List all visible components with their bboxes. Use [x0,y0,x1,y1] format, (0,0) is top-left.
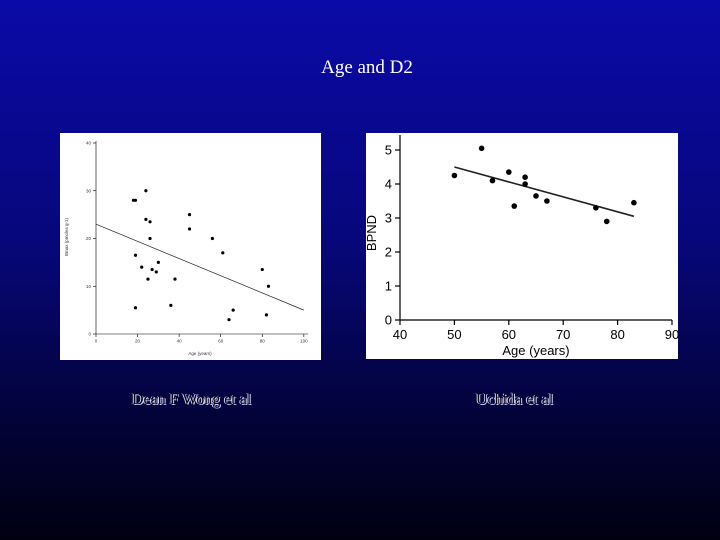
data-point [522,181,528,187]
data-point [148,236,152,241]
uchida-chart-panel: 0 1 2 3 4 5 40 50 60 70 80 90 Age (years) BPND [366,133,678,359]
y-tick-label: 2 [385,245,392,260]
x-axis-label: Age (years) [188,351,212,356]
data-point [231,308,235,312]
y-tick-label: 20 [86,236,92,241]
x-tick-label: 40 [177,339,183,344]
regression-line [95,223,304,311]
data-point [150,267,154,272]
data-point [210,236,214,241]
y-tick-label: 40 [86,141,92,146]
data-point [489,177,496,184]
data-point [221,251,225,255]
wong-scatter-chart: 0 10 20 30 40 0 20 40 60 80 100 Age (years) Bmax (pm… [64,141,308,356]
data-point [266,284,271,288]
y-axis-label: BPND [366,215,379,251]
y-tick-label: 30 [86,188,92,193]
y-tick-label: 5 [385,143,392,158]
x-tick-label: 20 [135,339,141,344]
data-point [169,303,173,307]
x-tick-label: 60 [502,327,516,342]
data-point [173,277,177,281]
data-point [133,306,138,310]
x-tick-label: 40 [393,327,407,342]
data-point [154,270,158,274]
data-point [544,198,550,204]
x-tick-label: 70 [556,327,570,342]
regression-line [454,166,635,218]
data-point [133,198,138,202]
x-tick-label: 80 [610,327,624,342]
y-tick-label: 3 [385,211,392,226]
data-point [156,260,160,264]
y-tick-label: 10 [86,284,92,289]
caption-uchida: Uchida et al [476,391,554,408]
y-tick-label: 4 [385,177,392,192]
data-point [144,217,148,221]
y-tick-label: 1 [385,279,392,294]
data-point [148,220,152,224]
data-point [187,213,192,217]
y-tick-label: 0 [385,313,392,328]
x-tick-label: 80 [260,339,266,344]
data-point [144,189,148,193]
x-axis-label: Age (years) [502,343,569,358]
y-axis-label: Bmax (pmoles g-1) [64,217,69,256]
data-point [140,265,144,269]
x-tick-label: 90 [665,327,678,342]
data-point [631,199,637,206]
data-point [187,227,192,231]
data-point [478,145,485,152]
data-point [511,203,518,209]
data-point [264,313,269,317]
x-tick-label: 60 [218,339,224,344]
data-point [522,174,528,180]
data-point [506,169,512,175]
data-point [227,318,231,322]
data-point [146,277,150,281]
data-point [260,267,264,272]
y-tick-label: 0 [88,332,91,337]
data-point [451,172,458,179]
data-point [533,193,539,199]
x-tick-label: 0 [95,339,98,344]
uchida-scatter-chart: 0 1 2 3 4 5 40 50 60 70 80 90 Age (years) BPND [366,135,678,358]
data-point [133,253,138,257]
data-point [593,205,599,211]
slide-title: Age and D2 [321,57,413,78]
x-tick-label: 50 [447,327,461,342]
caption-wong: Dean F Wong et al [132,391,252,408]
x-tick-label: 100 [300,339,308,344]
data-point [603,218,610,225]
wong-chart-panel: 0 10 20 30 40 0 20 40 60 80 100 Age (years) Bmax (pm… [60,133,321,360]
